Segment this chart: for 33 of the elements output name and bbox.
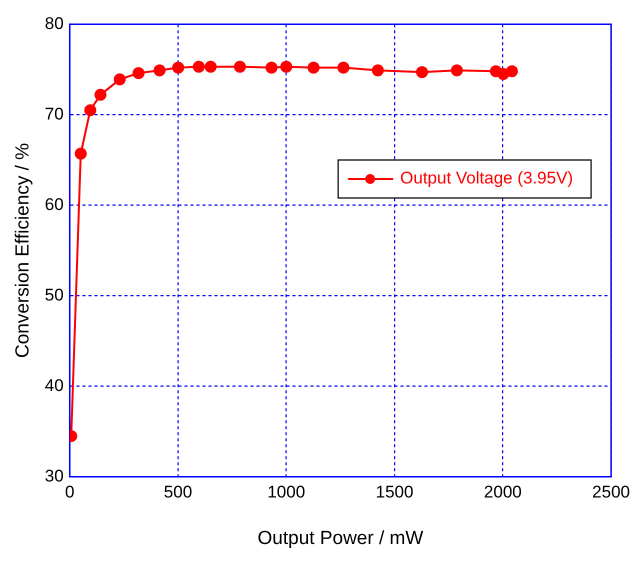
point [506,65,518,78]
x-tick-label: 2500 [592,482,630,502]
point [337,62,350,74]
legend-label: Output Voltage (3.95V) [400,168,574,188]
y-axis-title: Conversion Efficiency / % [12,142,34,358]
point [94,88,106,101]
point [114,73,126,86]
point [204,60,217,73]
y-tick-label: 50 [44,285,64,304]
x-tick-label: 1500 [376,482,414,502]
point [172,62,184,74]
y-tick-label: 80 [44,14,64,33]
point [372,64,384,76]
point [84,104,96,116]
point [416,66,428,78]
y-tick-label: 30 [44,466,64,486]
y-tick-label: 70 [44,104,64,124]
point [450,64,463,76]
point [192,60,205,73]
x-tick-label: 1000 [267,482,306,502]
point [132,67,145,80]
point [74,148,87,160]
y-tick-label: 40 [44,376,64,395]
point [154,64,166,76]
x-tick-label: 500 [164,482,192,502]
x-axis-title: Output Power / mW [258,528,424,549]
x-tick-label: 2000 [484,482,522,502]
point [266,62,278,74]
y-tick-label: 60 [44,194,64,214]
x-tick-label: 0 [64,482,74,502]
point [234,60,246,73]
point [280,60,292,73]
point [308,62,320,74]
